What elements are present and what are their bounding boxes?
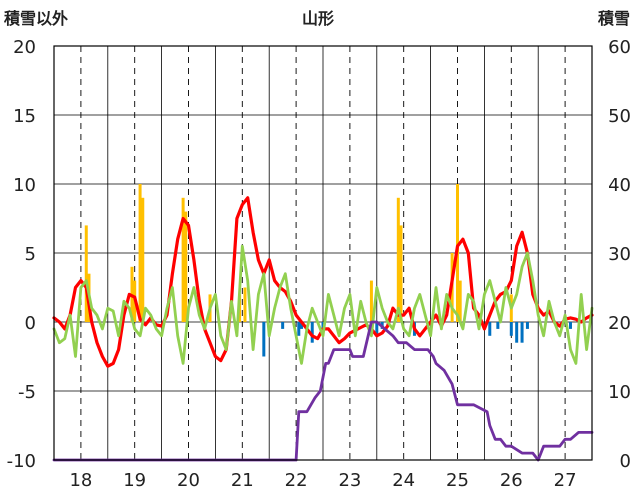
left-tick-label: 15 [13, 106, 36, 127]
chart-title: 山形 [302, 9, 334, 28]
x-tick-label: 27 [554, 470, 577, 491]
left-tick-label: 0 [25, 313, 36, 334]
bar-blue [496, 322, 500, 329]
x-tick-label: 20 [177, 470, 200, 491]
left-tick-label: 10 [13, 175, 36, 196]
series-line-purple [52, 320, 594, 462]
bar-blue [281, 322, 285, 329]
x-tick-label: 21 [231, 470, 254, 491]
right-tick-label: 20 [608, 313, 631, 334]
bar-orange [399, 225, 403, 322]
left-tick-label: -10 [7, 451, 36, 472]
bar-blue [297, 322, 301, 336]
bar-blue [299, 322, 303, 329]
x-tick-label: 23 [338, 470, 361, 491]
bar-blue [488, 322, 492, 336]
grid [54, 46, 592, 460]
bar-orange [369, 280, 373, 322]
bar-blue [375, 322, 379, 336]
bar-blue [515, 322, 519, 343]
x-tick-label: 22 [285, 470, 308, 491]
bar-blue [568, 322, 572, 329]
x-tick-label: 25 [446, 470, 469, 491]
bar-orange [396, 197, 400, 322]
bar-blue [525, 322, 529, 329]
series-line-green [52, 244, 594, 365]
right-tick-label: 30 [608, 244, 631, 265]
right-tick-label: 40 [608, 175, 631, 196]
bar-blue [520, 322, 524, 343]
bar-orange [84, 225, 88, 322]
bar-blue [262, 322, 266, 357]
x-tick-label: 24 [392, 470, 415, 491]
bar-blue [509, 322, 513, 336]
x-tick-label: 18 [69, 470, 92, 491]
left-tick-label: 5 [25, 244, 36, 265]
bar-blue [310, 322, 314, 343]
left-tick-label: 20 [13, 37, 36, 58]
series-lines [52, 196, 594, 462]
bar-orange [458, 280, 462, 322]
x-tick-label: 19 [123, 470, 146, 491]
right-tick-label: 10 [608, 382, 631, 403]
bar-orange [184, 211, 188, 322]
bar-orange [243, 287, 247, 322]
x-tick-label: 26 [500, 470, 523, 491]
left-tick-label: -5 [18, 382, 36, 403]
right-tick-label: 60 [608, 37, 631, 58]
right-tick-label: 50 [608, 106, 631, 127]
plot-frame [53, 45, 593, 461]
bar-orange [181, 197, 185, 322]
right-tick-label: 0 [620, 451, 631, 472]
right-axis-title: 積雪 [597, 9, 630, 28]
bar-orange [141, 197, 145, 322]
bar-orange [138, 184, 142, 322]
left-axis-title: 積雪以外 [3, 9, 68, 28]
